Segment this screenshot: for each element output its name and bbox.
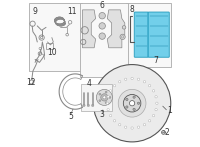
- Circle shape: [119, 81, 121, 83]
- Text: 8: 8: [129, 5, 134, 14]
- Circle shape: [118, 89, 146, 117]
- Circle shape: [131, 77, 133, 80]
- Circle shape: [96, 89, 112, 105]
- Circle shape: [103, 96, 106, 99]
- Circle shape: [162, 131, 165, 134]
- Circle shape: [99, 23, 105, 29]
- Circle shape: [133, 108, 135, 111]
- Circle shape: [143, 123, 146, 126]
- Circle shape: [148, 120, 151, 122]
- Circle shape: [109, 90, 112, 92]
- Circle shape: [123, 95, 141, 112]
- Circle shape: [93, 65, 171, 142]
- Circle shape: [125, 78, 127, 80]
- Circle shape: [155, 108, 157, 111]
- Text: 1: 1: [167, 106, 172, 115]
- Circle shape: [99, 33, 105, 39]
- Circle shape: [133, 96, 135, 98]
- Circle shape: [152, 90, 155, 92]
- Circle shape: [131, 127, 133, 129]
- Circle shape: [126, 106, 128, 108]
- Circle shape: [109, 96, 111, 98]
- Circle shape: [113, 120, 116, 122]
- Bar: [81, 84, 112, 111]
- Circle shape: [38, 52, 42, 55]
- Circle shape: [137, 126, 140, 128]
- Circle shape: [137, 78, 140, 80]
- Circle shape: [109, 115, 112, 117]
- Circle shape: [92, 104, 94, 107]
- Circle shape: [99, 12, 105, 19]
- Circle shape: [83, 104, 85, 107]
- Circle shape: [125, 126, 127, 128]
- Circle shape: [105, 91, 107, 93]
- Circle shape: [152, 115, 155, 117]
- Circle shape: [148, 85, 151, 87]
- Polygon shape: [107, 10, 125, 48]
- Circle shape: [143, 81, 146, 83]
- Circle shape: [119, 123, 121, 126]
- Text: 11: 11: [68, 7, 77, 16]
- Circle shape: [120, 34, 125, 40]
- Bar: [46, 43, 53, 49]
- Text: 7: 7: [153, 56, 158, 65]
- Circle shape: [122, 26, 126, 29]
- Circle shape: [87, 104, 89, 107]
- Text: 2: 2: [165, 128, 169, 137]
- Text: 12: 12: [26, 78, 35, 87]
- Text: 4: 4: [87, 79, 91, 88]
- Bar: [126, 2, 171, 67]
- Bar: [29, 2, 82, 71]
- Text: 9: 9: [33, 7, 38, 16]
- Circle shape: [99, 93, 101, 95]
- Circle shape: [156, 102, 158, 104]
- Polygon shape: [82, 10, 96, 48]
- Circle shape: [126, 98, 128, 101]
- Circle shape: [155, 96, 157, 98]
- FancyBboxPatch shape: [134, 12, 148, 57]
- Circle shape: [107, 96, 109, 98]
- Bar: [80, 2, 128, 77]
- Circle shape: [105, 102, 107, 104]
- Circle shape: [106, 102, 108, 104]
- Text: 5: 5: [68, 112, 73, 121]
- Circle shape: [129, 101, 135, 106]
- Circle shape: [101, 94, 108, 101]
- Text: 6: 6: [100, 1, 105, 10]
- Circle shape: [99, 100, 101, 102]
- Text: 10: 10: [47, 48, 57, 57]
- Circle shape: [107, 108, 109, 111]
- Circle shape: [113, 85, 116, 87]
- Text: 3: 3: [100, 110, 105, 119]
- FancyBboxPatch shape: [148, 12, 169, 57]
- Circle shape: [137, 102, 140, 104]
